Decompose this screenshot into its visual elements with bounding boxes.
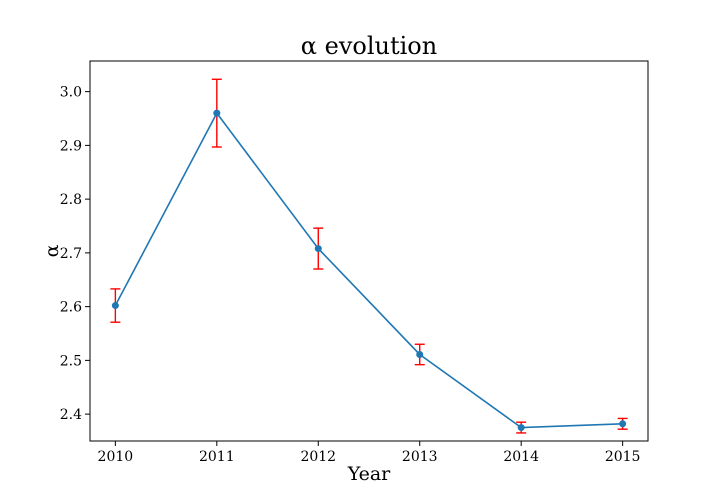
data-point (213, 109, 221, 117)
x-tick-label: 2012 (300, 449, 336, 465)
y-tick-label: 2.5 (60, 353, 82, 369)
data-point (111, 302, 119, 310)
series-line (114, 111, 623, 429)
y-tick-label: 2.7 (60, 246, 82, 262)
y-tick-label: 3.0 (60, 85, 82, 101)
data-point (314, 245, 322, 253)
chart-title: α evolution (301, 32, 437, 60)
x-tick-label: 2010 (98, 449, 134, 465)
y-tick-label: 2.9 (60, 138, 82, 154)
data-point (517, 424, 525, 432)
data-point (416, 350, 424, 358)
x-axis-title: Year (347, 463, 391, 485)
y-axis-title: α (41, 244, 63, 257)
y-tick-label: 2.6 (60, 300, 82, 316)
plot-frame (89, 60, 649, 442)
x-tick-label: 2013 (402, 449, 438, 465)
x-tick-label: 2015 (605, 449, 641, 465)
x-tick-label: 2011 (199, 449, 235, 465)
y-tick-label: 2.8 (60, 192, 82, 208)
x-tick-label: 2014 (503, 449, 539, 465)
y-tick-label: 2.4 (60, 407, 82, 423)
data-point (619, 420, 627, 428)
